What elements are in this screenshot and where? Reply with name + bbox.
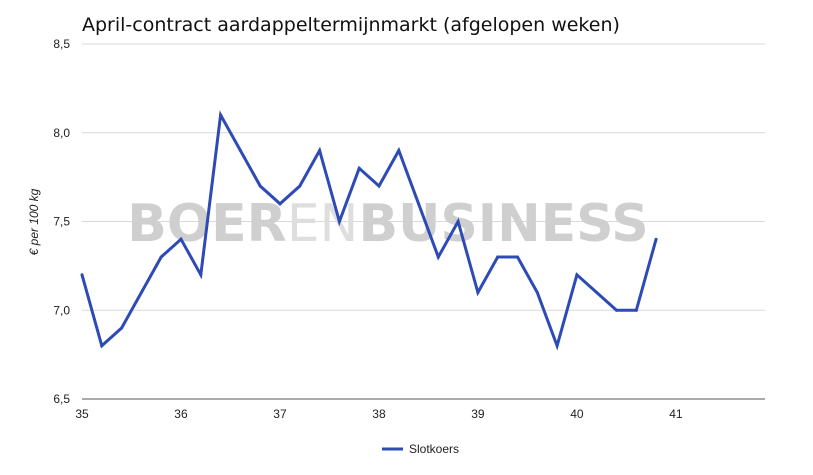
data-point xyxy=(278,202,282,206)
data-point xyxy=(535,291,539,294)
gridlines xyxy=(82,43,765,400)
data-point xyxy=(615,308,618,312)
data-point xyxy=(337,220,341,223)
data-point xyxy=(476,291,480,294)
data-point xyxy=(100,344,104,348)
data-point xyxy=(595,291,599,294)
y-tick-label: 7,5 xyxy=(53,215,70,229)
y-tick-label: 8,0 xyxy=(53,126,70,140)
data-point xyxy=(199,273,203,277)
chart-title: April-contract aardappeltermijnmarkt (af… xyxy=(82,14,620,36)
watermark-part-business: BUSINESS xyxy=(358,194,648,254)
data-point xyxy=(159,255,163,259)
y-tick-label: 8,5 xyxy=(53,37,70,51)
y-axis-label: € per 100 kg xyxy=(27,188,41,255)
legend: Slotkoers xyxy=(382,442,459,456)
data-point xyxy=(318,149,322,152)
data-point xyxy=(417,202,421,206)
data-point xyxy=(555,344,559,348)
data-point xyxy=(456,220,460,223)
data-point xyxy=(258,184,262,188)
series-group xyxy=(80,110,658,351)
data-point xyxy=(436,255,440,259)
data-point xyxy=(139,291,143,294)
x-tick-label: 38 xyxy=(372,407,386,421)
x-tick-label: 37 xyxy=(273,407,287,421)
data-point xyxy=(654,237,658,241)
data-point xyxy=(516,255,519,259)
x-tick-label: 35 xyxy=(75,407,89,421)
y-tick-label: 7,0 xyxy=(53,303,70,317)
data-point xyxy=(575,273,579,277)
legend-label-slotkoers: Slotkoers xyxy=(409,442,459,456)
series-line-slotkoers xyxy=(80,110,658,351)
data-point xyxy=(179,237,183,241)
y-tick-label: 6,5 xyxy=(53,392,70,406)
data-point xyxy=(298,184,302,188)
data-point xyxy=(397,149,401,152)
data-point xyxy=(120,326,124,330)
x-tick-label: 36 xyxy=(174,407,188,421)
data-point xyxy=(219,113,223,117)
x-tick-label: 40 xyxy=(570,407,584,421)
data-point xyxy=(357,166,361,170)
data-point xyxy=(634,308,638,312)
y-axis-ticks: 6,5 7,0 7,5 8,0 8,5 xyxy=(53,37,70,406)
data-point xyxy=(496,255,500,259)
x-tick-label: 39 xyxy=(471,407,485,421)
data-point xyxy=(377,184,381,188)
data-point xyxy=(80,273,84,277)
x-axis-ticks: 35 36 37 38 39 40 41 xyxy=(75,407,683,421)
data-point xyxy=(238,149,242,152)
x-tick-label: 41 xyxy=(669,407,683,421)
